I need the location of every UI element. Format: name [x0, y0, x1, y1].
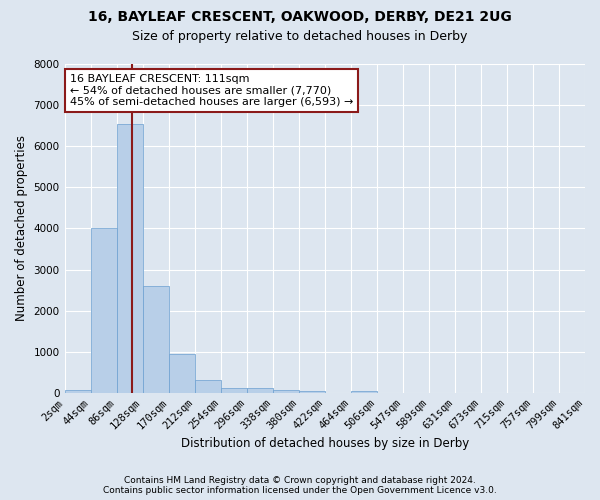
Bar	[65, 390, 91, 393]
Text: Contains HM Land Registry data © Crown copyright and database right 2024.
Contai: Contains HM Land Registry data © Crown c…	[103, 476, 497, 495]
Bar	[91, 228, 116, 393]
Bar	[247, 388, 273, 393]
Bar	[273, 390, 299, 393]
Bar	[143, 286, 169, 393]
Bar	[351, 390, 377, 393]
Bar	[169, 354, 195, 393]
Bar	[116, 124, 143, 393]
Bar	[221, 388, 247, 393]
X-axis label: Distribution of detached houses by size in Derby: Distribution of detached houses by size …	[181, 437, 469, 450]
Text: 16 BAYLEAF CRESCENT: 111sqm
← 54% of detached houses are smaller (7,770)
45% of : 16 BAYLEAF CRESCENT: 111sqm ← 54% of det…	[70, 74, 353, 107]
Bar	[299, 390, 325, 393]
Y-axis label: Number of detached properties: Number of detached properties	[15, 136, 28, 322]
Bar	[195, 380, 221, 393]
Text: 16, BAYLEAF CRESCENT, OAKWOOD, DERBY, DE21 2UG: 16, BAYLEAF CRESCENT, OAKWOOD, DERBY, DE…	[88, 10, 512, 24]
Text: Size of property relative to detached houses in Derby: Size of property relative to detached ho…	[133, 30, 467, 43]
